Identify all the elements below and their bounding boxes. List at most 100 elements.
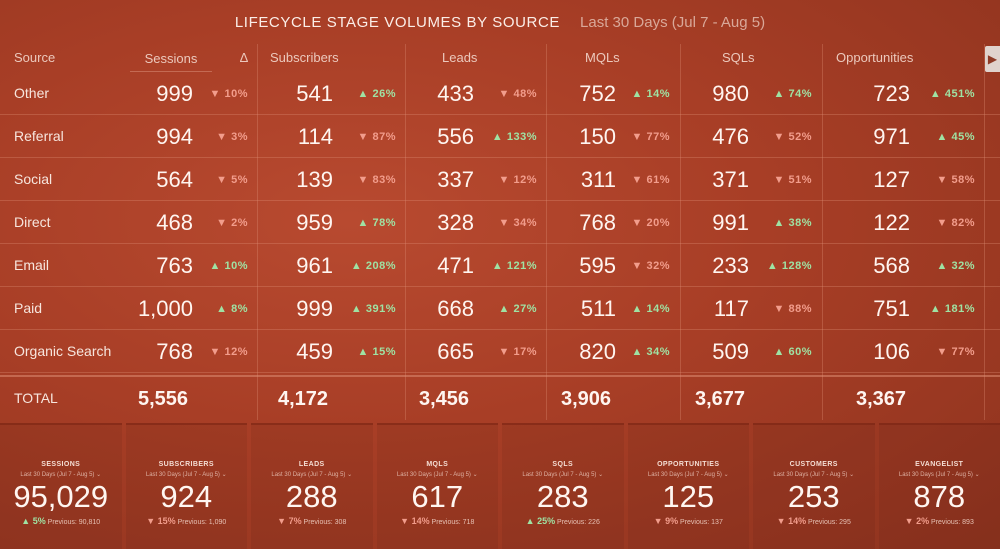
change-indicator: ▼ 12% xyxy=(498,174,537,186)
change-indicator: ▲ 34% xyxy=(631,346,670,358)
metric-value: 668 xyxy=(437,296,474,321)
col-header-leads[interactable]: Leads xyxy=(442,50,478,65)
change-indicator: ▲ 27% xyxy=(498,303,537,315)
change-indicator: ▼ 88% xyxy=(773,303,812,315)
widget-header: LIFECYCLE STAGE VOLUMES BY SOURCE Last 3… xyxy=(0,0,1000,44)
kpi-date-range-dropdown[interactable]: Last 30 Days (Jul 7 - Aug 5) ⌄ xyxy=(522,472,604,478)
kpi-change: ▼ 7% xyxy=(277,516,302,526)
kpi-date-range-dropdown[interactable]: Last 30 Days (Jul 7 - Aug 5) ⌄ xyxy=(647,472,729,478)
col-header-opportunities[interactable]: Opportunities xyxy=(836,50,914,65)
change-indicator: ▼ 20% xyxy=(631,217,670,229)
metric-value: 999 xyxy=(296,296,333,321)
metric-value: 595 xyxy=(579,253,616,278)
col-header-delta[interactable]: Δ xyxy=(239,50,249,65)
table-row[interactable]: Referral 994 ▼ 3% 114 ▼ 87% 556 ▲ 133% 150 ▼ 77%… xyxy=(0,115,1000,158)
change-indicator: ▲ 14% xyxy=(631,88,670,100)
table-row[interactable]: Paid 1,000 ▲ 8% 999 ▲ 391% 668 ▲ 27% 511 ▲ 14% 11… xyxy=(0,287,1000,330)
table-row[interactable]: Direct 468 ▼ 2% 959 ▲ 78% 328 ▼ 34% 768 ▼ 20% 991… xyxy=(0,201,1000,244)
metric-value: 468 xyxy=(156,210,193,235)
change-indicator: ▼ 32% xyxy=(631,260,670,272)
metric-value: 994 xyxy=(156,124,193,149)
kpi-title: SQLS xyxy=(552,461,574,468)
change-indicator: ▼ 12% xyxy=(209,346,248,358)
col-header-sqls[interactable]: SQLs xyxy=(722,50,755,65)
change-indicator: ▲ 451% xyxy=(929,88,975,100)
column-divider xyxy=(405,44,406,420)
change-indicator: ▼ 51% xyxy=(773,174,812,186)
source-label: Paid xyxy=(14,300,43,316)
kpi-date-range-dropdown[interactable]: Last 30 Days (Jul 7 - Aug 5) ⌄ xyxy=(145,472,227,478)
kpi-change: ▼ 9% xyxy=(653,516,679,526)
metric-value: 509 xyxy=(712,339,749,364)
change-indicator: ▲ 45% xyxy=(936,131,975,143)
change-indicator: ▼ 77% xyxy=(631,131,670,143)
metric-value: 768 xyxy=(156,339,193,364)
kpi-cards: SESSIONS Last 30 Days (Jul 7 - Aug 5) ⌄ 95… xyxy=(0,423,1000,549)
kpi-title: OPPORTUNITIES xyxy=(657,461,720,468)
kpi-date-range-dropdown[interactable]: Last 30 Days (Jul 7 - Aug 5) ⌄ xyxy=(20,472,102,478)
change-indicator: ▲ 26% xyxy=(357,88,396,100)
table-row[interactable]: Social 564 ▼ 5% 139 ▼ 83% 337 ▼ 12% 311 ▼ 61% 371… xyxy=(0,158,1000,201)
table-row[interactable]: Email 763 ▲ 10% 961 ▲ 208% 471 ▲ 121% 595 ▼ 32% 2… xyxy=(0,244,1000,287)
kpi-card-leads[interactable]: LEADS Last 30 Days (Jul 7 - Aug 5) ⌄ 288 ▼ … xyxy=(251,423,373,549)
kpi-card-opportunities[interactable]: OPPORTUNITIES Last 30 Days (Jul 7 - Aug 5… xyxy=(627,423,749,549)
kpi-date-range-dropdown[interactable]: Last 30 Days (Jul 7 - Aug 5) ⌄ xyxy=(898,472,980,478)
total-value: 4,172 xyxy=(278,388,329,410)
col-header-mqls[interactable]: MQLs xyxy=(585,50,620,65)
change-indicator: ▲ 10% xyxy=(209,260,248,272)
table-row[interactable]: Organic Search 768 ▼ 12% 459 ▲ 15% 665 ▼ 17% 82… xyxy=(0,330,1000,373)
date-range-label[interactable]: Last 30 Days (Jul 7 - Aug 5) xyxy=(580,13,766,31)
metric-value: 150 xyxy=(579,124,616,149)
metric-value: 564 xyxy=(156,167,193,192)
change-indicator: ▲ 121% xyxy=(491,260,537,272)
kpi-value: 878 xyxy=(913,479,966,514)
kpi-date-range-dropdown[interactable]: Last 30 Days (Jul 7 - Aug 5) ⌄ xyxy=(773,472,855,478)
total-value: 3,906 xyxy=(561,388,612,410)
kpi-card-mqls[interactable]: MQLS Last 30 Days (Jul 7 - Aug 5) ⌄ 617 ▼ 1… xyxy=(376,423,498,549)
metric-value: 127 xyxy=(873,167,910,192)
col-header-sessions[interactable]: Sessions xyxy=(130,44,212,72)
kpi-card-sqls[interactable]: SQLS Last 30 Days (Jul 7 - Aug 5) ⌄ 283 ▲ 2… xyxy=(502,423,624,549)
table-row[interactable]: Other 999 ▼ 10% 541 ▲ 26% 433 ▼ 48% 752 ▲ 14% 980… xyxy=(0,72,1000,115)
kpi-value: 95,029 xyxy=(13,479,109,514)
change-indicator: ▲ 128% xyxy=(766,260,812,272)
table-header: Source Sessions Δ Subscribers Leads MQLs… xyxy=(0,44,985,72)
kpi-value: 283 xyxy=(536,479,589,514)
metric-value: 337 xyxy=(437,167,474,192)
kpi-change: ▼ 14% xyxy=(400,516,430,526)
kpi-previous: Previous: 718 xyxy=(431,519,475,526)
kpi-card-customers[interactable]: CUSTOMERS Last 30 Days (Jul 7 - Aug 5) ⌄ 2… xyxy=(753,423,875,549)
kpi-date-range-dropdown[interactable]: Last 30 Days (Jul 7 - Aug 5) ⌄ xyxy=(396,472,478,478)
kpi-card-subscribers[interactable]: SUBSCRIBERS Last 30 Days (Jul 7 - Aug 5) … xyxy=(125,423,247,549)
kpi-value: 288 xyxy=(285,479,338,514)
column-divider xyxy=(984,44,985,420)
kpi-card-sessions[interactable]: SESSIONS Last 30 Days (Jul 7 - Aug 5) ⌄ 95… xyxy=(0,423,122,549)
kpi-footer: ▼ 7% Previous: 308 xyxy=(251,516,373,526)
kpi-card-evangelist[interactable]: EVANGELIST Last 30 Days (Jul 7 - Aug 5) ⌄… xyxy=(878,423,1000,549)
metric-value: 476 xyxy=(712,124,749,149)
kpi-change: ▼ 15% xyxy=(146,516,176,526)
kpi-footer: ▼ 14% Previous: 295 xyxy=(753,516,875,526)
change-indicator: ▼ 2% xyxy=(216,217,248,229)
change-indicator: ▼ 10% xyxy=(209,88,248,100)
total-label: TOTAL xyxy=(14,390,58,406)
change-indicator: ▼ 52% xyxy=(773,131,812,143)
kpi-date-range-dropdown[interactable]: Last 30 Days (Jul 7 - Aug 5) ⌄ xyxy=(271,472,353,478)
widget-title: LIFECYCLE STAGE VOLUMES BY SOURCE xyxy=(234,13,561,31)
metric-value: 371 xyxy=(712,167,749,192)
total-row: TOTAL 5,556 4,172 3,456 3,906 3,677 3,367 xyxy=(0,375,1000,418)
metric-value: 511 xyxy=(580,296,616,321)
col-header-source[interactable]: Source xyxy=(14,50,56,65)
kpi-title: SESSIONS xyxy=(41,461,81,468)
metric-value: 114 xyxy=(297,124,333,149)
change-indicator: ▲ 391% xyxy=(350,303,396,315)
change-indicator: ▼ 34% xyxy=(498,217,537,229)
kpi-value: 617 xyxy=(411,479,464,514)
scroll-right-icon[interactable]: ▶ xyxy=(985,46,1000,72)
metric-value: 556 xyxy=(437,124,474,149)
kpi-previous: Previous: 90,810 xyxy=(47,519,101,526)
column-divider xyxy=(680,44,681,420)
col-header-subscribers[interactable]: Subscribers xyxy=(270,50,339,65)
kpi-change: ▼ 2% xyxy=(904,516,930,526)
metric-value: 999 xyxy=(156,81,193,106)
